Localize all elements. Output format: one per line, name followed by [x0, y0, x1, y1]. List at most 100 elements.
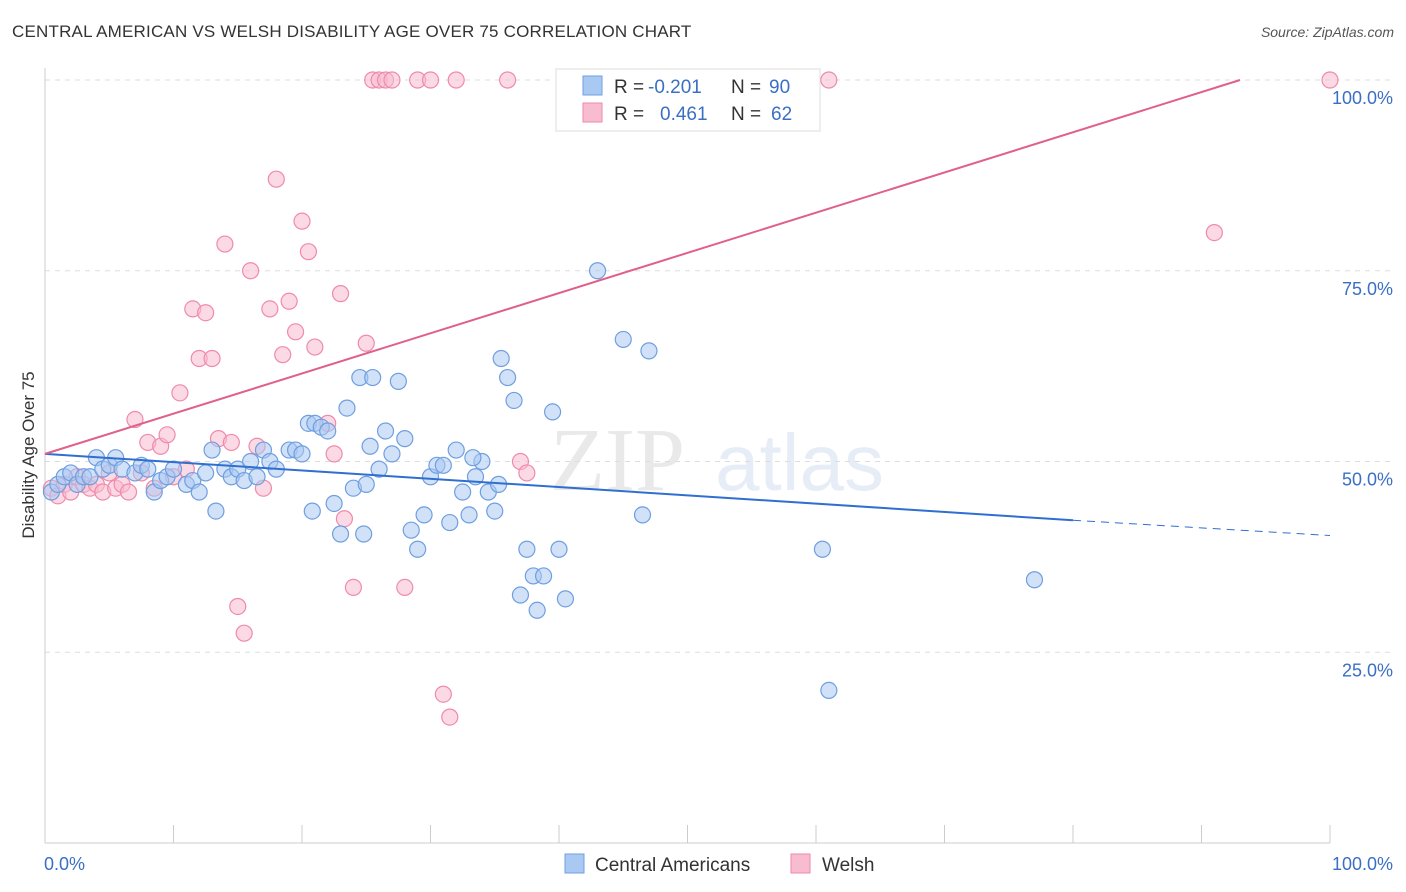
central-american-point-57: [415, 506, 433, 524]
welsh-point-12: [119, 483, 138, 501]
legend-swatch-blue: [582, 75, 603, 96]
central-american-point-42: [325, 494, 343, 513]
central-american-point-77: [543, 403, 562, 421]
welsh-point-38: [286, 323, 305, 341]
welsh-point-36: [274, 346, 292, 364]
central-american-point-79: [556, 590, 575, 608]
welsh-point-30: [235, 624, 253, 642]
welsh-point-43: [325, 445, 343, 463]
y-tick-label-50: 50.0%: [1342, 470, 1393, 490]
welsh-point-62: [1205, 224, 1223, 242]
watermark: ZIP atlas: [550, 411, 884, 510]
central-american-point-86: [1025, 571, 1044, 589]
central-american-point-36: [293, 445, 311, 463]
central-american-point-62: [447, 441, 465, 459]
welsh-point-35: [267, 170, 285, 188]
central-american-point-29: [242, 452, 260, 471]
legend-n-value-2: 62: [771, 104, 792, 125]
source-label: Source: ZipAtlas.com: [1260, 24, 1394, 40]
legend-r-value-2: 0.461: [660, 104, 708, 125]
welsh-point-27: [216, 235, 234, 253]
central-american-point-24: [207, 502, 225, 520]
grid-lines: [45, 79, 1390, 653]
legend-r-label-1: R =: [614, 77, 644, 98]
welsh-trend-line: [44, 79, 1241, 455]
axes: [44, 68, 1331, 844]
welsh-point-46: [344, 578, 362, 596]
central-american-point-69: [492, 349, 510, 368]
central-american-point-38: [303, 502, 321, 520]
central-american-point-54: [396, 430, 414, 448]
central-american-point-48: [357, 475, 375, 493]
central-american-point-85: [820, 681, 838, 700]
welsh-point-20: [171, 384, 189, 402]
central-american-point-73: [518, 540, 536, 558]
welsh-point-47: [357, 334, 375, 352]
central-american-point-71: [505, 391, 523, 410]
central-american-point-63: [454, 483, 472, 501]
central-american-point-87: [464, 449, 482, 467]
y-tick-label-100: 100.0%: [1332, 88, 1393, 108]
central-american-point-56: [409, 540, 427, 558]
central-american-point-47: [355, 525, 373, 543]
series-legend: Central Americans Welsh: [564, 853, 874, 876]
welsh-point-63: [1321, 71, 1339, 89]
legend-r-value-1: -0.201: [648, 77, 702, 98]
central-american-point-14: [139, 460, 157, 478]
welsh-point-54: [421, 71, 440, 89]
welsh-point-58: [499, 71, 517, 89]
welsh-point-18: [158, 426, 176, 444]
central-american-point-22: [197, 464, 215, 482]
welsh-point-60: [518, 464, 536, 482]
legend-n-label-1: N =: [731, 77, 761, 98]
stats-legend: R = -0.201 N = 90 R = 0.461 N = 62: [555, 68, 821, 132]
central-american-point-30: [248, 468, 266, 486]
welsh-point-25: [203, 349, 221, 368]
tick-labels: 25.0% 50.0% 75.0% 100.0% 0.0% 100.0%: [44, 88, 1393, 874]
central-american-point-21: [190, 483, 208, 501]
welsh-point-24: [197, 304, 215, 322]
central-american-point-18: [164, 460, 183, 478]
legend-r-label-2: R =: [614, 104, 644, 125]
central-american-point-6: [81, 468, 99, 486]
chart-title: CENTRAL AMERICAN VS WELSH DISABILITY AGE…: [12, 22, 692, 41]
central-american-point-72: [511, 586, 530, 604]
watermark-atlas: atlas: [715, 418, 884, 507]
central-american-point-51: [376, 422, 395, 440]
welsh-point-37: [280, 292, 298, 310]
welsh-point-51: [383, 71, 401, 89]
legend-n-value-1: 90: [769, 77, 790, 98]
central-american-point-49: [364, 368, 382, 387]
welsh-point-40: [299, 243, 318, 261]
central-american-point-76: [534, 567, 553, 585]
welsh-point-39: [293, 212, 311, 230]
central-american-point-88: [361, 437, 379, 455]
central-american-point-55: [402, 521, 420, 539]
central-american-point-41: [319, 422, 337, 440]
central-american-point-61: [441, 513, 459, 532]
y-tick-label-25: 25.0%: [1342, 660, 1393, 680]
central-american-point-68: [486, 502, 504, 520]
welsh-point-55: [434, 685, 452, 703]
welsh-point-61: [820, 71, 838, 89]
legend-label-welsh: Welsh: [822, 855, 874, 876]
central-american-point-60: [434, 456, 452, 474]
central-american-point-82: [633, 506, 652, 524]
central-american-point-75: [528, 601, 546, 619]
welsh-point-52: [396, 578, 414, 596]
central-american-point-78: [550, 540, 568, 558]
legend-swatch-welsh: [790, 853, 811, 874]
central-american-point-52: [383, 445, 401, 463]
welsh-point-44: [331, 285, 350, 303]
central-american-point-84: [813, 540, 832, 558]
welsh-point-29: [229, 597, 247, 616]
welsh-point-45: [335, 510, 354, 528]
central-american-point-83: [640, 342, 658, 360]
legend-n-label-2: N =: [731, 104, 761, 125]
central-american-point-81: [614, 330, 632, 349]
central-american-point-50: [370, 460, 388, 478]
central-american-point-70: [499, 368, 517, 387]
central-american-point-53: [389, 372, 407, 390]
central-american-point-80: [588, 262, 607, 280]
